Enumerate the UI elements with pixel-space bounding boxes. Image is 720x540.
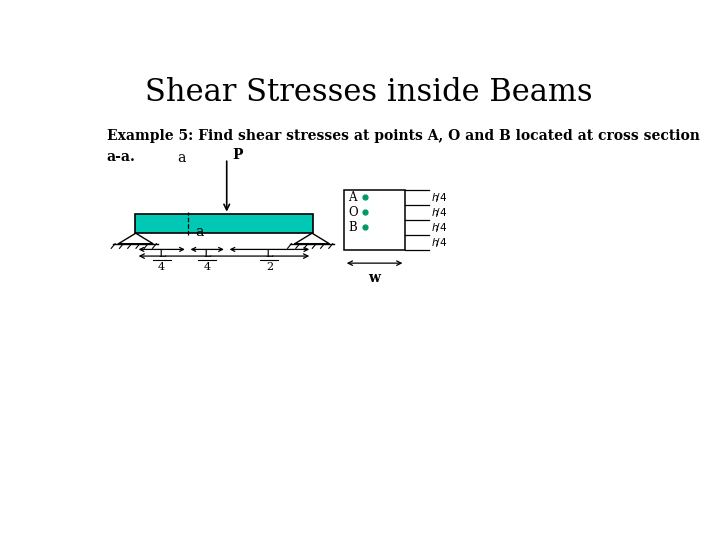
Bar (344, 190, 405, 250)
Text: Example 5: Find shear stresses at points A, O and B located at cross section: Example 5: Find shear stresses at points… (107, 129, 700, 143)
Text: w: w (369, 271, 381, 285)
Text: $h\!/4$: $h\!/4$ (431, 236, 447, 249)
Text: $h\!/4$: $h\!/4$ (431, 221, 447, 234)
Text: a: a (196, 225, 204, 239)
Text: $h\!/4$: $h\!/4$ (431, 206, 447, 219)
Text: O: O (348, 206, 358, 219)
Text: 4: 4 (204, 262, 211, 272)
Text: L: L (158, 248, 166, 259)
Text: L: L (266, 248, 273, 259)
Text: Shear Stresses inside Beams: Shear Stresses inside Beams (145, 77, 593, 109)
Text: a-a.: a-a. (107, 150, 135, 164)
Text: L: L (204, 248, 211, 259)
Text: $h\!/4$: $h\!/4$ (431, 191, 447, 204)
Text: P: P (233, 148, 243, 162)
Text: a: a (177, 151, 185, 165)
Bar (135, 214, 313, 233)
Text: A: A (348, 191, 357, 204)
Text: B: B (348, 221, 357, 234)
Text: 2: 2 (266, 262, 273, 272)
Text: 4: 4 (158, 262, 166, 272)
